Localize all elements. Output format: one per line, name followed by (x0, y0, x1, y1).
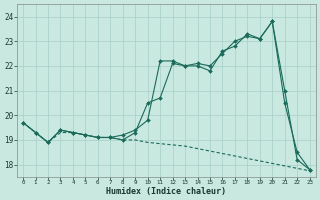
X-axis label: Humidex (Indice chaleur): Humidex (Indice chaleur) (106, 187, 226, 196)
